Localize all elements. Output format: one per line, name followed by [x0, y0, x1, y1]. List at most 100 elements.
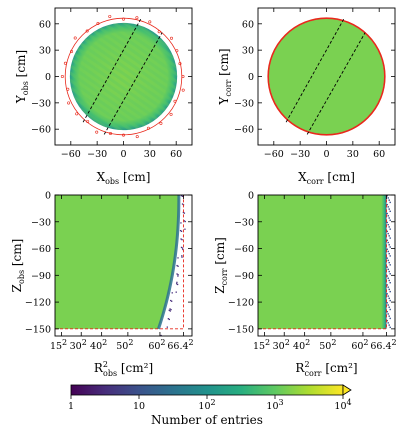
xy-obs-boundary-marker	[73, 36, 77, 40]
rz-corr-edge-scatter	[386, 221, 388, 224]
rz-corr-edge-scatter	[389, 255, 391, 257]
xy-obs-ylabel: Yobs [cm]	[14, 50, 30, 104]
xy-corr-data-disc	[268, 18, 385, 135]
rz-corr-edge-scatter	[387, 286, 389, 288]
rz-corr-edge-scatter	[389, 246, 391, 248]
panel-xy-corr: −60 −30 0 30 60 −60 −30 0 30 60 Xcorr [cm] Ycorr [c…	[217, 7, 396, 186]
rz-corr-ytick-label: −60	[234, 244, 254, 255]
xy-obs-boundary-marker	[181, 75, 185, 79]
rz-corr-xtick-label: 502	[319, 338, 336, 352]
rz-obs-edge-scatter	[176, 281, 178, 284]
rz-corr-xtick-label: 66.42	[370, 338, 396, 352]
rz-corr-edge-scatter	[386, 311, 388, 313]
rz-corr-edge-scatter	[387, 259, 389, 262]
xy-obs-boundary-marker	[175, 49, 179, 53]
colorbar-tick-label: 1	[68, 401, 74, 412]
xy-obs-boundary-marker	[169, 36, 173, 40]
rz-corr-edge-scatter	[389, 282, 391, 284]
rz-obs-xtick-label: 152	[50, 338, 67, 352]
rz-obs-edge-scatter	[184, 228, 186, 230]
xy-corr-ytick-label: 60	[242, 19, 254, 30]
rz-corr-data-edge	[381, 195, 387, 329]
rz-corr-edge-scatter	[386, 230, 388, 233]
rz-corr-edge-scatter	[389, 317, 391, 320]
rz-corr-edge-scatter	[386, 203, 388, 206]
rz-obs-edge-scatter	[170, 308, 172, 311]
xy-corr-xtick-label: 30	[347, 149, 359, 160]
colorbar-tick-label: 10	[133, 401, 145, 412]
rz-corr-edge-scatter	[387, 313, 389, 315]
xy-obs-xtick-label: 60	[170, 149, 182, 160]
xy-obs-boundary-marker	[67, 101, 71, 105]
rz-obs-edge-scatter	[181, 256, 183, 258]
rz-obs-edge-scatter	[180, 222, 182, 224]
xy-obs-boundary-marker	[169, 112, 173, 116]
rz-corr-edge-scatter	[389, 273, 391, 275]
colorbar-tick-label: 102	[198, 398, 215, 412]
rz-corr-edge-scatter	[389, 201, 391, 204]
rz-corr-edge-scatter	[387, 215, 389, 217]
rz-corr-edge-scatter	[386, 302, 388, 304]
rz-corr-xlabel: R2 corr [cm²]	[295, 360, 357, 378]
rz-corr-edge-scatter	[389, 210, 391, 213]
xy-obs-ytick-label: −30	[31, 98, 51, 109]
rz-corr-edge-scatter	[387, 241, 389, 244]
rz-corr-data-region	[258, 195, 387, 329]
rz-corr-edge-scatter	[388, 270, 390, 273]
rz-obs-edge-scatter	[176, 273, 178, 275]
colorbar-label: Number of entries	[151, 413, 263, 427]
rz-obs-edge-scatter	[181, 203, 184, 205]
xy-obs-boundary-marker	[146, 126, 150, 130]
rz-obs-edge-scatter	[160, 334, 162, 337]
xy-obs-data-texture	[69, 22, 178, 131]
xy-obs-boundary-marker	[108, 14, 112, 18]
rz-obs-edge-scatter	[181, 195, 184, 197]
rz-corr-edge-scatter	[387, 232, 389, 235]
rz-obs-edge-scatter	[175, 283, 178, 285]
rz-obs-ytick-label: −30	[31, 217, 51, 228]
rz-obs-edge-scatter	[168, 309, 170, 311]
rz-obs-ylabel: Zobs [cm]	[10, 239, 26, 293]
rz-obs-xtick-label: 302	[70, 338, 87, 352]
rz-obs-edge-scatter	[177, 257, 179, 259]
panel-rz-corr: 152 302 402 502 602 66.42 0 −30 −60 −90 −120 −150 R2…	[213, 191, 397, 379]
rz-obs-edge-scatter	[168, 318, 171, 321]
rz-obs-data-region	[55, 195, 179, 329]
rz-obs-boundary-line	[55, 195, 184, 330]
rz-obs-xtick-label: 66.42	[167, 338, 193, 352]
rz-corr-ylabel: Zcorr [cm]	[213, 237, 229, 294]
xy-obs-xtick-label: −60	[61, 149, 81, 160]
rz-corr-boundary-line	[258, 195, 387, 330]
rz-obs-ytick-label: −60	[31, 244, 51, 255]
colorbar-tick-label: 104	[334, 398, 351, 412]
rz-corr-xtick-label: 602	[351, 338, 368, 352]
rz-corr-edge-scatter	[386, 239, 388, 242]
rz-obs-xtick-label: 602	[148, 338, 165, 352]
panel-xy-obs: −60 −30 0 30 60 −60 −30 0 30 60 Xobs [cm] Yobs [cm]	[14, 7, 193, 186]
rz-corr-edge-scatter	[388, 315, 390, 317]
xy-obs-boundary-marker	[135, 135, 139, 139]
rz-corr-ytick-label: −150	[228, 324, 254, 335]
xy-obs-xtick-label: −30	[87, 149, 107, 160]
rz-corr-edge-scatter	[388, 324, 390, 326]
xy-obs-boundary-marker	[173, 99, 177, 103]
rz-corr-xtick-label: 302	[273, 338, 290, 352]
xy-obs-boundary-marker	[178, 62, 182, 66]
rz-obs-edge-scatter	[180, 246, 183, 249]
rz-corr-edge-scatter	[387, 250, 389, 253]
xy-obs-boundary-marker	[96, 21, 100, 25]
rz-obs-edge-scatter	[179, 229, 182, 232]
rz-obs-edge-scatter	[182, 248, 184, 251]
rz-corr-edge-scatter	[386, 319, 388, 322]
xy-obs-boundary-marker	[60, 75, 64, 79]
rz-obs-edge-scatter	[169, 310, 171, 312]
rz-corr-edge-scatter	[386, 293, 388, 295]
rz-obs-edge-scatter	[176, 283, 179, 286]
xy-obs-boundary-marker	[66, 87, 70, 91]
xy-corr-xtick-label: −30	[290, 149, 310, 160]
rz-corr-edge-scatter	[387, 277, 389, 279]
rz-corr-edge-scatter	[388, 235, 390, 237]
rz-corr-edge-scatter	[387, 295, 389, 297]
rz-corr-edge-scatter	[386, 248, 388, 250]
